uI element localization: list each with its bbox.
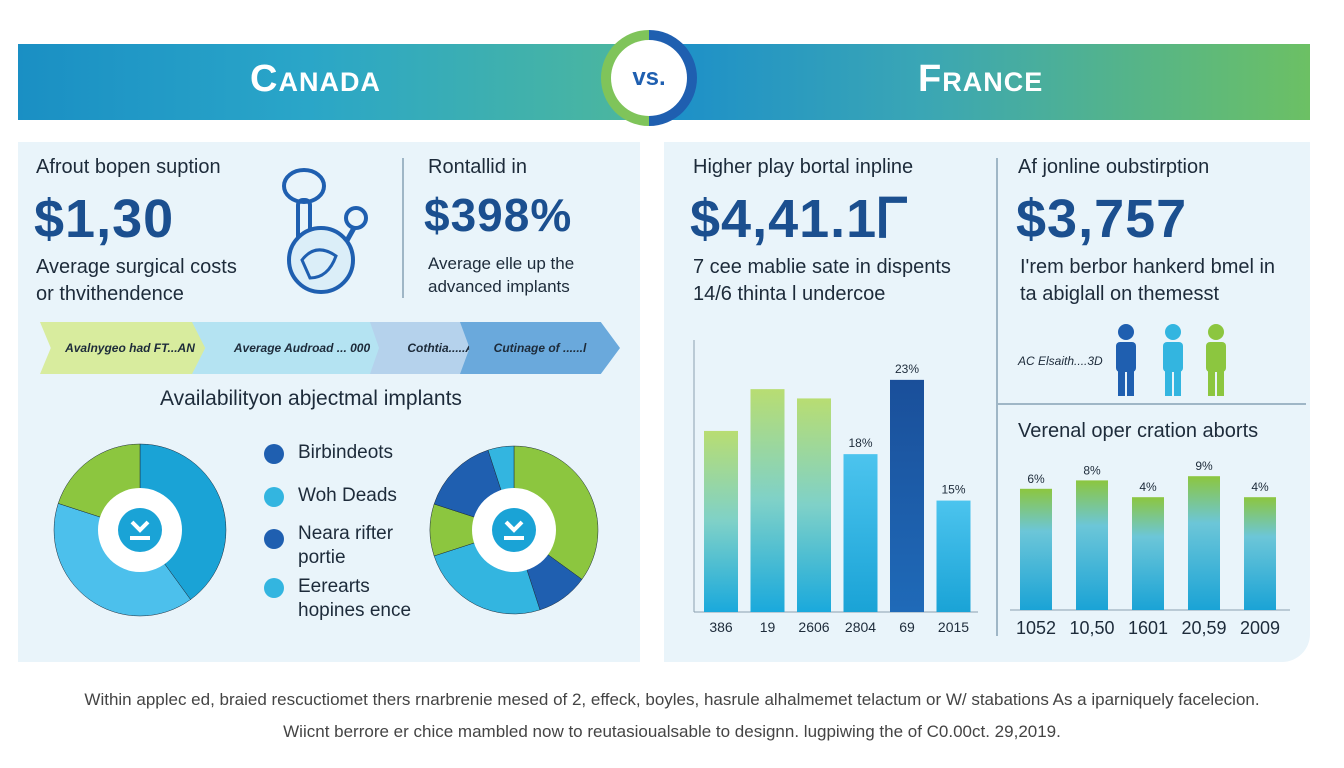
bar xyxy=(936,500,971,612)
france-stat1-desc1: 7 cee mablie sate in dispents xyxy=(693,256,951,278)
france-stat1-desc2: 14/6 thinta l undercoe xyxy=(693,283,886,305)
canada-pie-1 xyxy=(53,443,227,617)
france-title: France xyxy=(918,58,1044,100)
canada-divider xyxy=(402,158,404,298)
banner-right: France xyxy=(664,44,1310,120)
france-stat1-title: Higher play bortal inpline xyxy=(693,156,914,178)
bar xyxy=(843,454,878,612)
france-stat2-desc1: I'rem berbor hankerd bmel in xyxy=(1020,256,1276,278)
pie-slice xyxy=(139,443,227,600)
vs-badge: vs. xyxy=(611,40,687,116)
bar-value-label: 23% xyxy=(895,362,919,376)
x-tick-label: 2009 xyxy=(1240,618,1280,638)
x-tick-label: 2606 xyxy=(798,619,829,635)
bar-value-label: 9% xyxy=(1195,459,1213,473)
pie-slice xyxy=(513,445,599,580)
legend-label-4: Eerearts xyxy=(298,576,370,597)
legend-dot-1 xyxy=(264,444,284,464)
x-tick-label: 20,59 xyxy=(1181,618,1226,638)
download-icon xyxy=(504,520,524,540)
bar xyxy=(797,398,831,612)
canada-stat1-value: $1,30 xyxy=(34,189,175,249)
france-divider-vertical xyxy=(996,158,998,636)
legend-label-3: Neara rifter xyxy=(298,523,394,544)
canada-stat1-desc2: or thvithendence xyxy=(36,283,184,305)
canada-stat1-title: Afrout bopen suption xyxy=(36,156,221,178)
legend-label-2: Woh Deads xyxy=(298,485,397,506)
header-banner: Canada France xyxy=(18,44,1310,120)
bar-value-label: 4% xyxy=(1139,480,1157,494)
canada-stat1-desc1: Average surgical costs xyxy=(36,256,237,278)
legend-label-1: Birbindeots xyxy=(298,442,394,463)
bar xyxy=(1132,497,1164,610)
bar-value-label: 8% xyxy=(1083,463,1101,477)
bar-value-label: 6% xyxy=(1027,472,1045,486)
download-icon xyxy=(130,520,150,540)
france-stat1-value: $4,41.1Ꮁ xyxy=(690,189,911,249)
legend-dot-4 xyxy=(264,578,284,598)
person-icon xyxy=(1163,324,1183,396)
canada-stat2-value: $398% xyxy=(424,189,573,241)
people-icons xyxy=(1116,324,1226,396)
band-step-1: Avalnygeo had FT...AN xyxy=(40,322,220,374)
legend-dot-2 xyxy=(264,487,284,507)
band-step-4: Cutinage of ......l xyxy=(460,322,620,374)
canada-stat2-desc1: Average elle up the xyxy=(428,254,575,273)
footer-line-2: Wiicnt berrore er chice mambled now to r… xyxy=(283,722,1061,741)
person-icon xyxy=(1116,324,1136,396)
people-label: AC Elsaith....3D xyxy=(1018,354,1103,368)
canada-pie-2 xyxy=(429,445,599,615)
france-divider-horizontal xyxy=(998,403,1306,405)
bar xyxy=(1076,480,1108,610)
bar xyxy=(1244,497,1276,610)
france-stat2-title: Af jonline oubstirption xyxy=(1018,156,1210,178)
implant-hand-icon xyxy=(282,168,368,294)
bar-value-label: 15% xyxy=(941,483,965,497)
x-tick-label: 69 xyxy=(899,619,915,635)
x-tick-label: 1052 xyxy=(1016,618,1056,638)
bar-value-label: 18% xyxy=(848,436,872,450)
france-bar-chart-2: 6% 1052 8% 10,50 4% 1601 9% 20,59 4% 2009 xyxy=(1010,459,1290,638)
x-tick-label: 2804 xyxy=(845,619,876,635)
bar xyxy=(1020,488,1052,610)
person-icon xyxy=(1206,324,1226,396)
x-tick-label: 2015 xyxy=(938,619,969,635)
banner-left: Canada xyxy=(18,44,664,120)
bar-value-label: 4% xyxy=(1251,480,1269,494)
bar xyxy=(750,389,785,612)
x-tick-label: 386 xyxy=(709,619,733,635)
france-stat2-desc2: ta abiglall on themesst xyxy=(1020,283,1220,305)
x-tick-label: 1601 xyxy=(1128,618,1168,638)
x-tick-label: 10,50 xyxy=(1069,618,1114,638)
legend-label-4b: hopines ence xyxy=(298,600,412,621)
availability-title: Availabilityon abjectmal implants xyxy=(160,387,462,410)
bar xyxy=(890,379,924,612)
footer-line-1: Within applec ed, braied rescuctiomet th… xyxy=(84,690,1260,709)
france-bar-chart-1: 386 19 2606 18% 2804 23% 69 15% 2015 xyxy=(693,340,978,635)
france-stat2-value: $3,757 xyxy=(1016,189,1188,249)
canada-stat2-title: Rontallid in xyxy=(428,156,527,178)
legend-dot-3 xyxy=(264,529,284,549)
canada-stat2-desc2: advanced implants xyxy=(428,277,570,296)
process-band: Avalnygeo had FT...AN Average Audroad ..… xyxy=(40,322,620,374)
bar xyxy=(1188,476,1220,610)
legend-label-3b: portie xyxy=(298,547,346,568)
ops-title: Verenal oper cration aborts xyxy=(1018,420,1259,442)
canada-title: Canada xyxy=(250,58,381,100)
x-tick-label: 19 xyxy=(760,619,776,635)
bar xyxy=(704,430,738,612)
